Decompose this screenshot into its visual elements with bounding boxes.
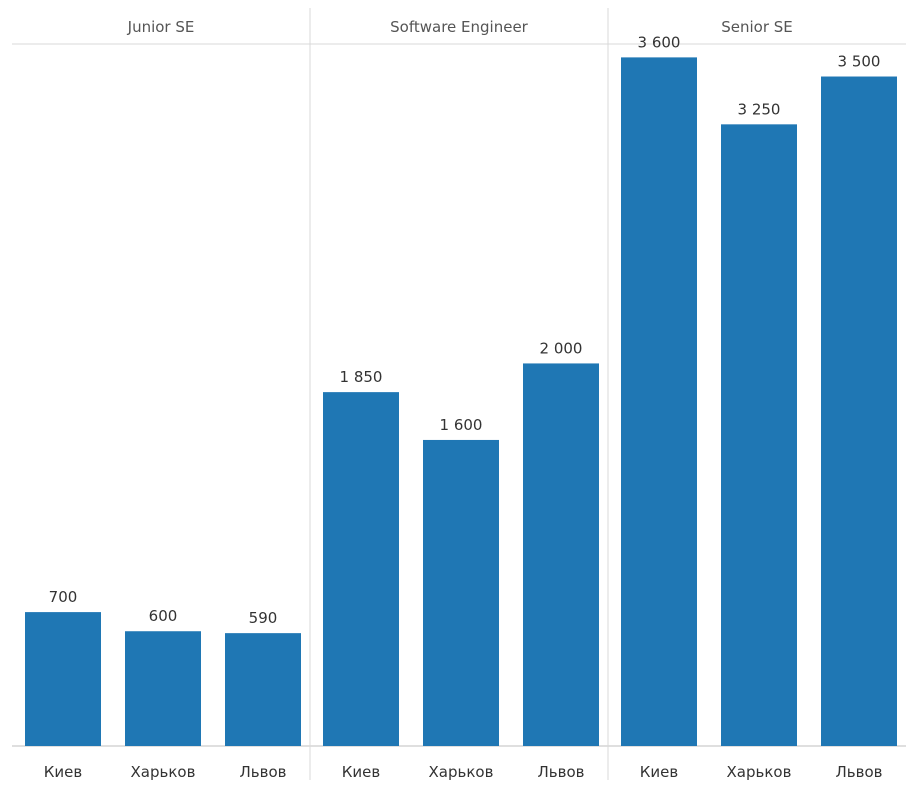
group-title: Senior SE xyxy=(721,18,793,36)
bar-value-label: 700 xyxy=(49,588,78,606)
bar xyxy=(125,631,201,746)
bar xyxy=(323,392,399,746)
group-title: Software Engineer xyxy=(390,18,529,36)
category-label: Киев xyxy=(44,763,82,781)
bar xyxy=(523,363,599,746)
bar-value-label: 590 xyxy=(249,609,278,627)
group-title: Junior SE xyxy=(127,18,195,36)
bar xyxy=(821,76,897,746)
bar xyxy=(423,439,499,746)
bar-value-label: 600 xyxy=(149,607,178,625)
bar-value-label: 3 250 xyxy=(738,100,781,118)
bar-value-label: 3 600 xyxy=(638,33,681,51)
category-label: Львов xyxy=(240,763,287,781)
category-label: Киев xyxy=(342,763,380,781)
category-label: Львов xyxy=(836,763,883,781)
bar xyxy=(225,633,301,746)
bar-value-label: 3 500 xyxy=(838,53,881,71)
bar-value-label: 1 850 xyxy=(340,368,383,386)
bar xyxy=(621,57,697,746)
category-label: Харьков xyxy=(131,763,196,781)
category-label: Харьков xyxy=(429,763,494,781)
category-label: Харьков xyxy=(727,763,792,781)
category-label: Киев xyxy=(640,763,678,781)
bar-value-label: 2 000 xyxy=(540,339,583,357)
bar xyxy=(721,124,797,747)
bar-value-label: 1 600 xyxy=(440,416,483,434)
bar xyxy=(25,612,101,746)
category-label: Львов xyxy=(538,763,585,781)
